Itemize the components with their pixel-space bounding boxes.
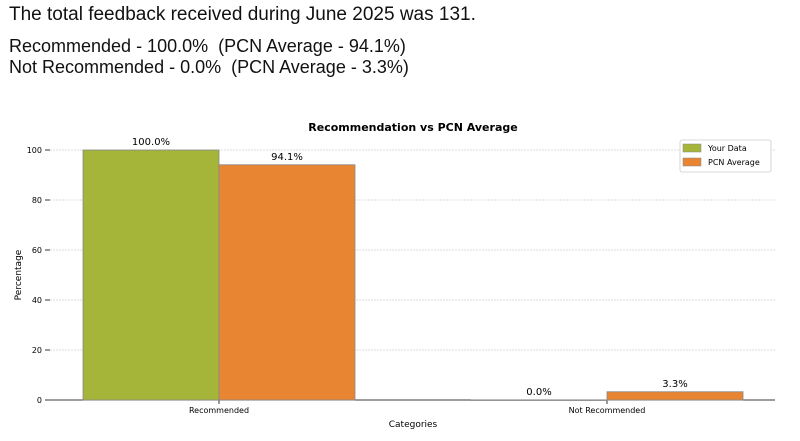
y-tick-label: 20 (32, 346, 42, 355)
y-tick-label: 80 (32, 196, 42, 205)
legend-swatch-your-data (682, 143, 702, 153)
legend: Your Data PCN Average (679, 139, 772, 173)
y-tick-label: 40 (32, 296, 42, 305)
bar-value-label: 3.3% (662, 379, 687, 390)
summary-not-recommended: Not Recommended - 0.0% (PCN Average - 3.… (9, 57, 409, 77)
x-tick-label: Recommended (189, 406, 249, 415)
x-axis-label: Categories (389, 420, 438, 430)
legend-label-your-data: Your Data (707, 144, 747, 153)
summary-total: The total feedback received during June … (9, 4, 476, 25)
bar-your-data-0 (82, 149, 220, 401)
bar-value-label: 94.1% (271, 152, 303, 163)
legend-swatch-pcn-average (682, 157, 702, 167)
y-axis-label: Percentage (14, 249, 24, 300)
summary-recommended: Recommended - 100.0% (PCN Average - 94.1… (9, 36, 406, 56)
y-tick-label: 100 (27, 146, 42, 155)
y-tick-label: 0 (37, 396, 42, 405)
bar-pcn-average-1 (606, 391, 744, 401)
bar-value-label: 100.0% (132, 137, 170, 148)
bar-value-label: 0.0% (526, 387, 551, 398)
chart-title: Recommendation vs PCN Average (308, 121, 517, 134)
bar-pcn-average-0 (218, 164, 356, 401)
x-tick-label: Not Recommended (569, 406, 646, 415)
bar-your-data-1 (470, 399, 608, 401)
legend-label-pcn-average: PCN Average (708, 158, 760, 167)
y-tick-label: 60 (32, 246, 42, 255)
